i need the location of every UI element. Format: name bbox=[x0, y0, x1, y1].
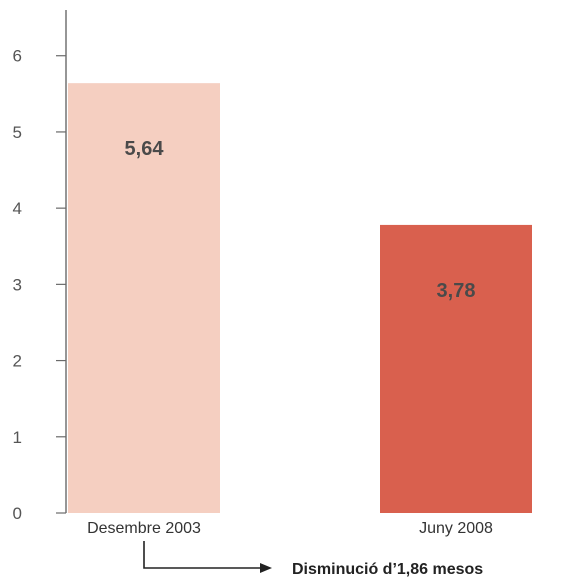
bar bbox=[68, 83, 220, 513]
y-tick-label: 0 bbox=[13, 504, 22, 523]
y-tick-label: 1 bbox=[13, 428, 22, 447]
y-tick-label: 3 bbox=[13, 275, 22, 294]
category-label: Desembre 2003 bbox=[87, 520, 201, 537]
data-label: 3,78 bbox=[437, 280, 476, 302]
y-tick-label: 2 bbox=[13, 352, 22, 371]
y-tick-label: 4 bbox=[13, 199, 22, 218]
y-tick-label: 5 bbox=[13, 123, 22, 142]
y-ticks: 0 1 2 3 4 5 6 bbox=[13, 47, 66, 523]
annotation-text: Disminució d’1,86 mesos bbox=[292, 561, 483, 578]
y-axis: 0 1 2 3 4 5 6 bbox=[13, 10, 67, 523]
arrow-head-icon bbox=[260, 563, 272, 573]
bar bbox=[380, 224, 532, 513]
category-label: Juny 2008 bbox=[419, 520, 493, 537]
bars: 5,64 3,78 bbox=[68, 83, 532, 513]
y-tick-label: 6 bbox=[13, 47, 22, 66]
decrease-annotation: Disminució d’1,86 mesos bbox=[143, 541, 483, 578]
category-labels: Desembre 2003 Juny 2008 bbox=[87, 520, 493, 537]
data-label: 5,64 bbox=[125, 138, 165, 160]
annotation-arrow-line bbox=[143, 541, 262, 569]
